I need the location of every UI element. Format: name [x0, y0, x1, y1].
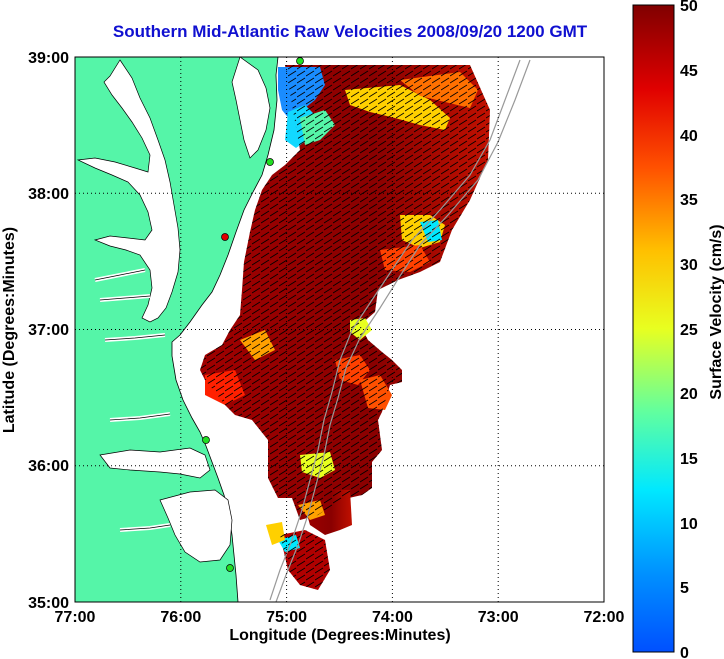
- x-tick-label: 72:00: [584, 609, 625, 626]
- pamlico-sound: [159, 489, 233, 563]
- colorbar-tick-label: 25: [680, 322, 698, 339]
- colorbar-tick-label: 30: [680, 257, 698, 274]
- colorbar-tick-label: 45: [680, 63, 698, 80]
- map-title: Southern Mid-Atlantic Raw Velocities 200…: [112, 22, 588, 41]
- chesapeake-bay: [76, 59, 181, 323]
- station-dot: [202, 436, 210, 444]
- station-dot: [221, 233, 229, 241]
- x-tick-label: 76:00: [160, 609, 201, 626]
- gridlines: [75, 57, 604, 602]
- colorbar-tick-label: 40: [680, 128, 698, 145]
- station-markers: [202, 57, 304, 572]
- y-ticks: 39:00 38:00 37:00 36:00 35:00: [28, 50, 69, 612]
- station-dot: [296, 57, 304, 65]
- delaware-bay: [231, 57, 271, 159]
- x-tick-label: 73:00: [478, 609, 519, 626]
- albemarle-sound: [99, 447, 211, 479]
- y-tick-label: 39:00: [28, 50, 69, 67]
- colorbar-tick-label: 35: [680, 192, 698, 209]
- velocity-field: [200, 65, 490, 590]
- x-ticks: 77:00 76:00 75:00 74:00 73:00 72:00: [55, 609, 625, 626]
- x-axis-label: Longitude (Degrees:Minutes): [229, 627, 450, 644]
- y-tick-label: 38:00: [28, 186, 69, 203]
- y-tick-label: 37:00: [28, 322, 69, 339]
- x-tick-label: 77:00: [55, 609, 96, 626]
- bathymetry-contours: [269, 59, 531, 602]
- river-outlines: [94, 269, 171, 531]
- colorbar-tick-label: 50: [680, 0, 698, 15]
- colorbar-tick-label: 20: [680, 386, 698, 403]
- x-tick-label: 74:00: [372, 609, 413, 626]
- y-tick-label: 36:00: [28, 458, 69, 475]
- station-dot: [226, 564, 234, 572]
- y-tick-label: 35:00: [28, 595, 69, 612]
- plot-frame: [74, 56, 605, 603]
- colorbar-tick-label: 10: [680, 516, 698, 533]
- colorbar-label: Surface Velocity (cm/s): [708, 224, 724, 399]
- colorbar-ticks: 50 45 40 35 30 25 20 15 10 5 0: [680, 0, 698, 659]
- station-dot: [266, 158, 274, 166]
- x-tick-label: 75:00: [266, 609, 307, 626]
- y-axis-label: Latitude (Degrees:Minutes): [1, 227, 18, 433]
- colorbar-tick-label: 15: [680, 451, 698, 468]
- colorbar: [632, 4, 675, 653]
- colorbar-tick-label: 0: [680, 645, 689, 659]
- colorbar-tick-label: 5: [680, 580, 689, 597]
